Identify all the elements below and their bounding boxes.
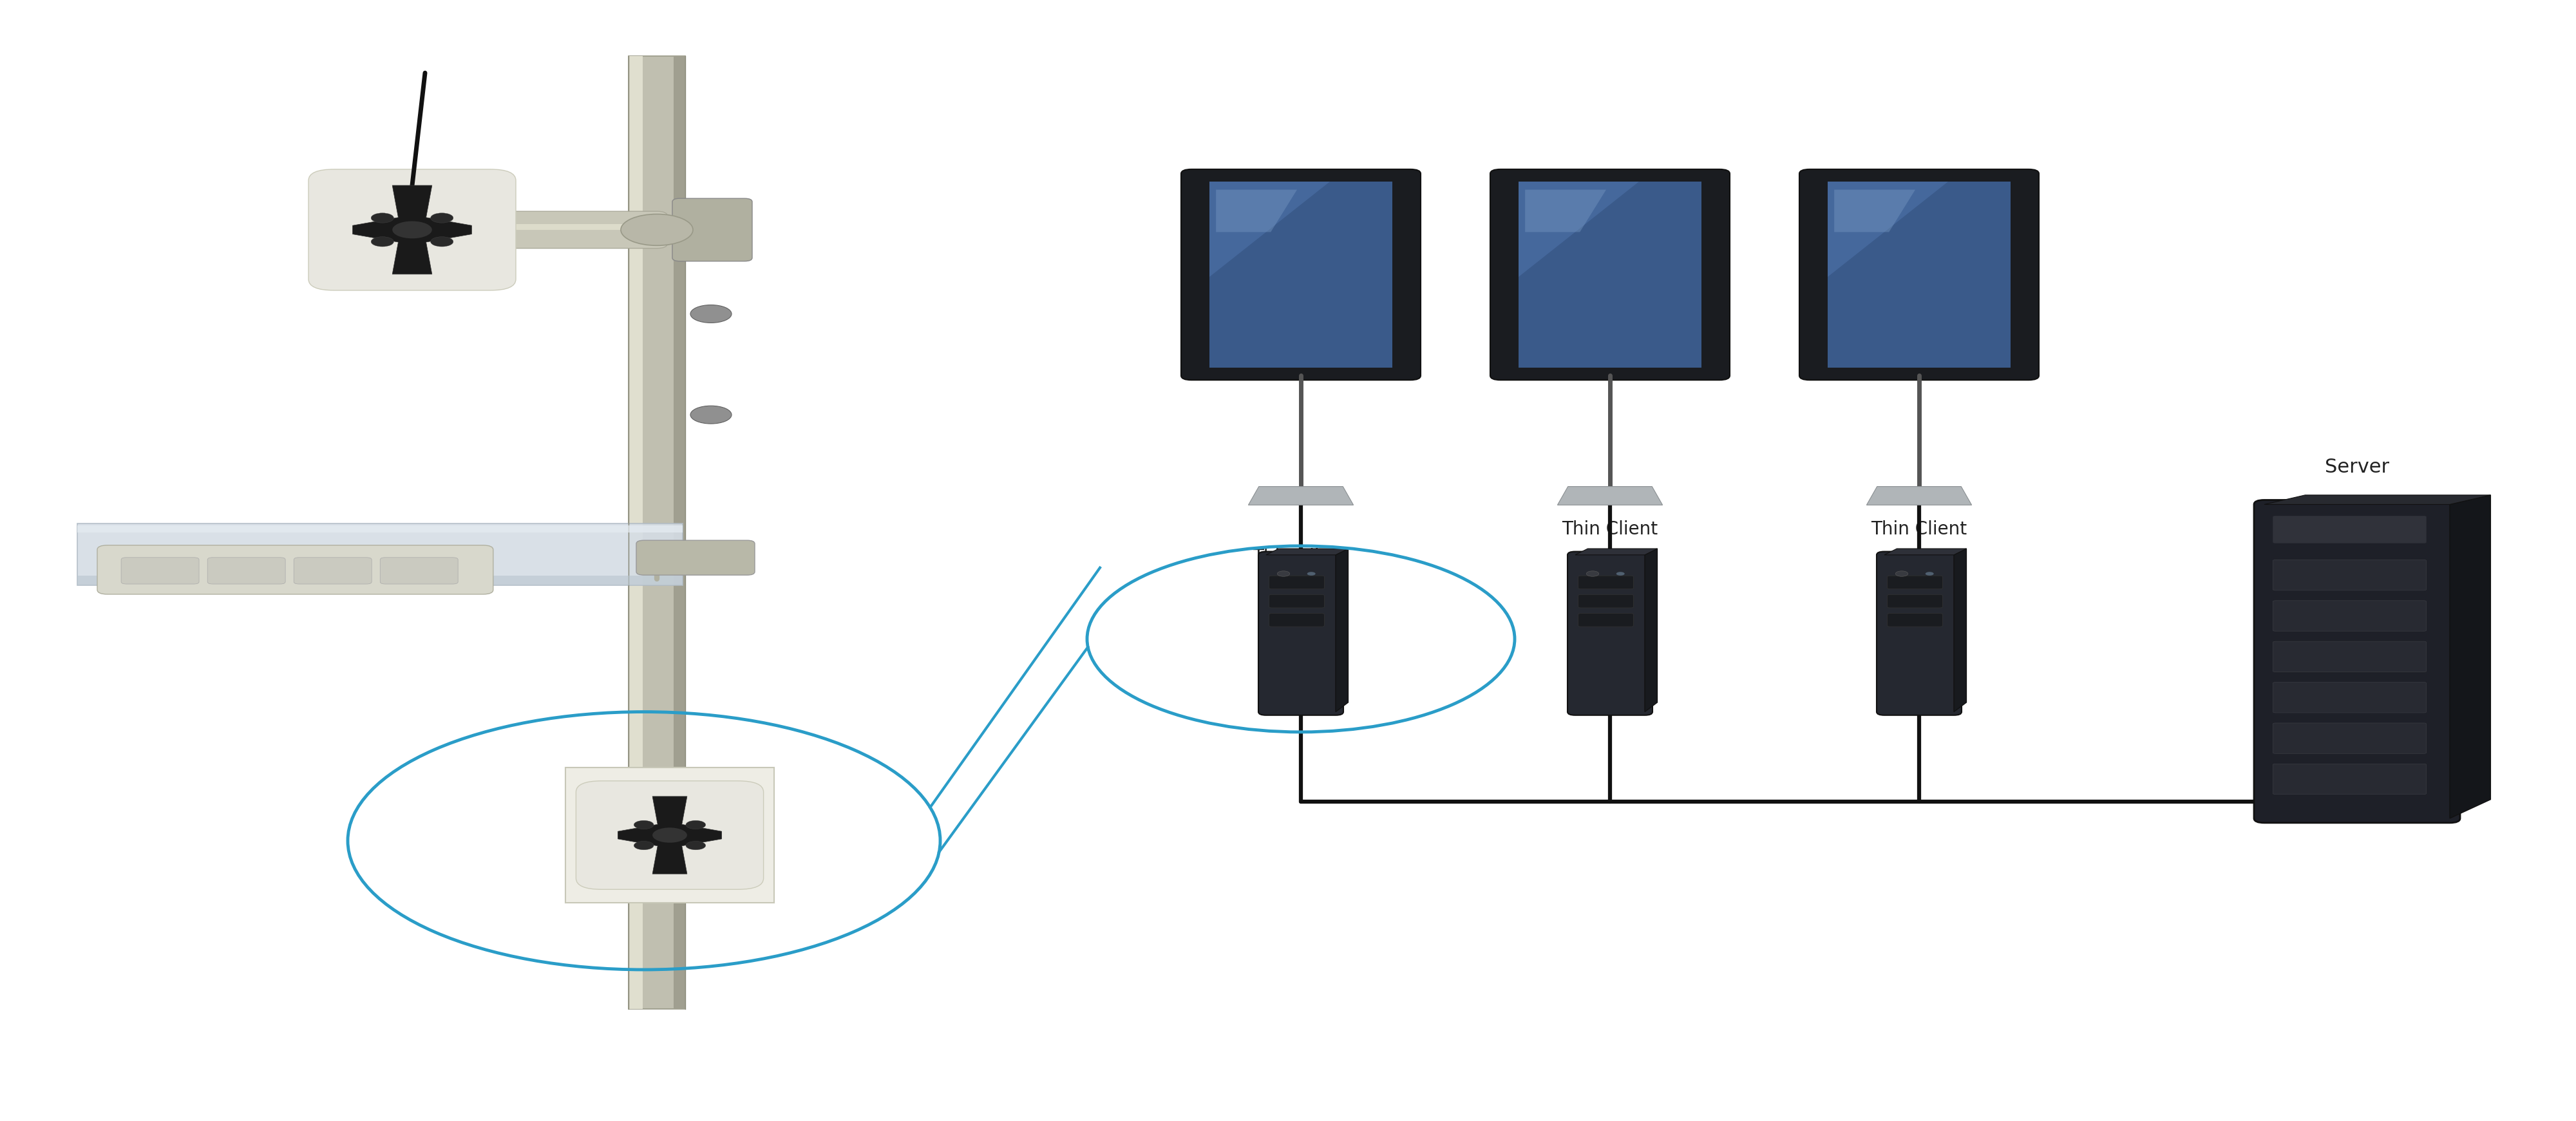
Circle shape [430, 237, 453, 247]
Polygon shape [353, 185, 471, 275]
FancyBboxPatch shape [629, 56, 644, 1009]
FancyBboxPatch shape [77, 526, 683, 532]
Circle shape [371, 213, 394, 223]
FancyBboxPatch shape [209, 557, 286, 584]
Polygon shape [1525, 189, 1607, 232]
FancyBboxPatch shape [1270, 594, 1324, 608]
Text: Thin Client: Thin Client [1870, 520, 1968, 538]
Circle shape [430, 213, 453, 223]
Circle shape [1278, 571, 1291, 576]
FancyBboxPatch shape [636, 540, 755, 575]
Circle shape [1924, 572, 1935, 575]
Polygon shape [2264, 495, 2491, 504]
Polygon shape [1267, 548, 1347, 555]
FancyBboxPatch shape [1489, 169, 1731, 380]
Polygon shape [1834, 189, 1917, 232]
FancyBboxPatch shape [438, 224, 649, 230]
Polygon shape [2450, 495, 2491, 818]
FancyBboxPatch shape [672, 198, 752, 261]
FancyBboxPatch shape [1875, 552, 1963, 715]
FancyBboxPatch shape [2272, 683, 2427, 713]
Text: Thin Client: Thin Client [1252, 548, 1350, 566]
Circle shape [1615, 572, 1625, 575]
FancyBboxPatch shape [294, 557, 371, 584]
FancyBboxPatch shape [1270, 576, 1324, 589]
FancyBboxPatch shape [1211, 182, 1391, 368]
FancyBboxPatch shape [1798, 169, 2040, 380]
FancyBboxPatch shape [1888, 576, 1942, 589]
FancyBboxPatch shape [1579, 613, 1633, 627]
Circle shape [1306, 572, 1316, 575]
FancyBboxPatch shape [98, 545, 492, 594]
Polygon shape [1249, 487, 1352, 504]
FancyBboxPatch shape [2272, 601, 2427, 631]
FancyBboxPatch shape [1579, 576, 1633, 589]
FancyBboxPatch shape [2272, 763, 2427, 795]
FancyBboxPatch shape [381, 557, 459, 584]
Circle shape [690, 406, 732, 424]
Polygon shape [1886, 548, 1965, 555]
Polygon shape [618, 796, 721, 874]
FancyBboxPatch shape [675, 56, 685, 1009]
FancyBboxPatch shape [577, 781, 762, 889]
Circle shape [392, 221, 433, 239]
Polygon shape [1955, 548, 1965, 712]
FancyBboxPatch shape [1270, 613, 1324, 627]
FancyBboxPatch shape [121, 557, 198, 584]
FancyBboxPatch shape [77, 576, 683, 585]
Polygon shape [1334, 548, 1347, 712]
FancyBboxPatch shape [2272, 641, 2427, 671]
FancyBboxPatch shape [1257, 552, 1345, 715]
FancyBboxPatch shape [77, 524, 683, 585]
Circle shape [371, 237, 394, 247]
FancyBboxPatch shape [567, 767, 773, 904]
Circle shape [685, 821, 706, 830]
Circle shape [1896, 571, 1909, 576]
FancyBboxPatch shape [2272, 723, 2427, 753]
Polygon shape [1211, 182, 1329, 277]
FancyBboxPatch shape [1579, 594, 1633, 608]
Text: Thin Client: Thin Client [1561, 520, 1659, 538]
FancyBboxPatch shape [2272, 516, 2427, 544]
Circle shape [621, 214, 693, 245]
FancyBboxPatch shape [2272, 559, 2427, 591]
Polygon shape [1646, 548, 1656, 712]
FancyBboxPatch shape [1180, 169, 1422, 380]
FancyBboxPatch shape [1566, 552, 1654, 715]
FancyBboxPatch shape [2254, 500, 2460, 823]
Circle shape [1587, 571, 1600, 576]
FancyBboxPatch shape [1520, 182, 1703, 368]
Polygon shape [1868, 487, 1971, 504]
Polygon shape [1577, 548, 1656, 555]
Circle shape [652, 827, 688, 843]
FancyBboxPatch shape [1888, 594, 1942, 608]
FancyBboxPatch shape [1829, 182, 2009, 368]
Polygon shape [1520, 182, 1638, 277]
FancyBboxPatch shape [415, 211, 667, 248]
Circle shape [690, 305, 732, 323]
FancyBboxPatch shape [309, 169, 515, 290]
Polygon shape [1216, 189, 1298, 232]
Polygon shape [1829, 182, 1947, 277]
Circle shape [634, 841, 654, 850]
Circle shape [685, 841, 706, 850]
Text: Server: Server [2324, 457, 2391, 476]
Circle shape [634, 821, 654, 830]
FancyBboxPatch shape [1888, 613, 1942, 627]
Polygon shape [1558, 487, 1662, 504]
FancyBboxPatch shape [629, 56, 685, 1009]
